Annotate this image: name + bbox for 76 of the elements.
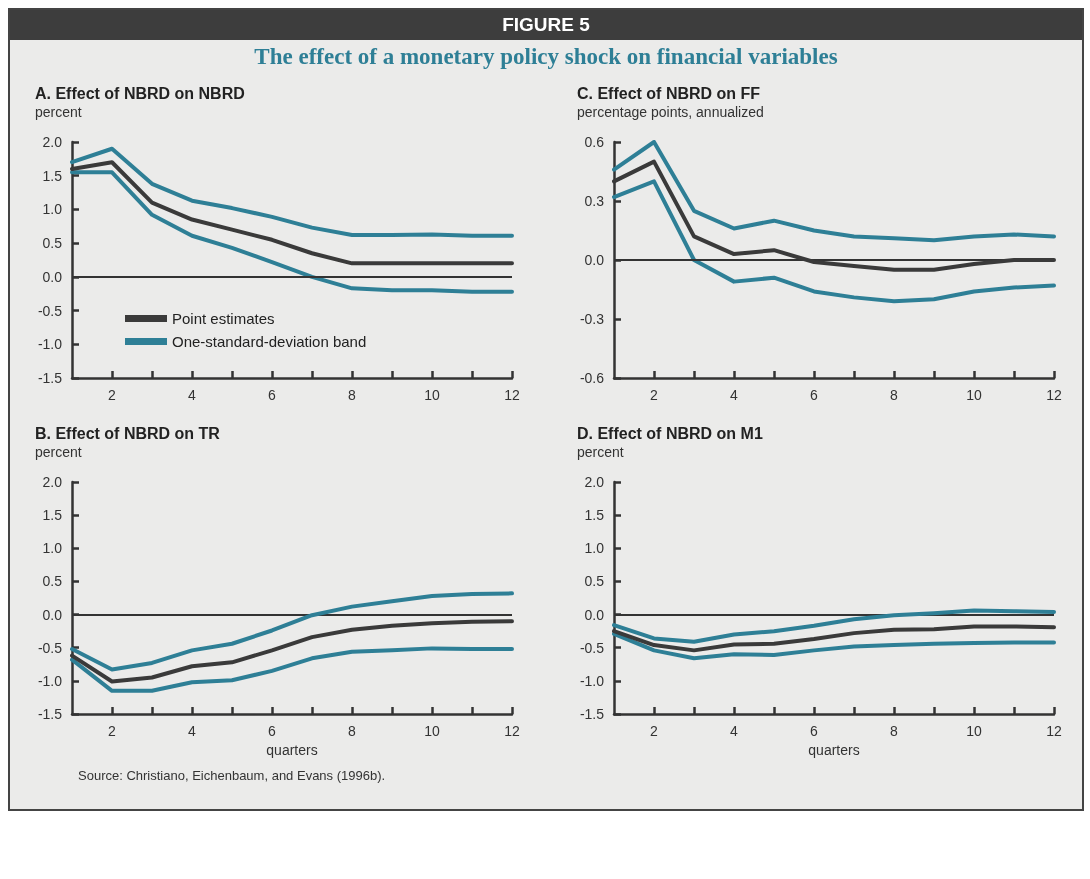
y-tick-label: 1.5 (584, 507, 605, 524)
y-tick-label: 0.0 (42, 606, 63, 623)
y-axis-title: percent (35, 444, 82, 460)
y-tick-label: 2.0 (42, 474, 63, 490)
line-series (70, 146, 514, 238)
x-tick-label: 10 (966, 387, 982, 403)
line-series (612, 140, 1056, 243)
y-tick-label: 1.0 (584, 540, 605, 557)
line-series (612, 631, 1056, 661)
y-tick-label: -1.0 (37, 672, 63, 689)
chart-title: A. Effect of NBRD on NBRD (35, 84, 245, 102)
y-tick-label: 1.5 (42, 167, 63, 184)
y-tick-label: 0.0 (584, 606, 605, 623)
chart-title: D. Effect of NBRD on M1 (577, 424, 763, 442)
x-tick-label: 8 (890, 723, 899, 739)
y-axis-title: percent (577, 444, 624, 460)
x-tick-label: 10 (966, 723, 982, 739)
x-tick-label: 2 (108, 723, 117, 739)
source-note: Source: Christiano, Eichenbaum, and Evans (1996b). (77, 767, 387, 785)
x-tick-label: 8 (348, 723, 357, 739)
y-tick-label: 0.5 (584, 573, 605, 590)
x-axis-title: quarters (266, 741, 318, 758)
y-tick-label: -1.5 (579, 706, 605, 722)
y-tick-label: 0.0 (42, 268, 63, 285)
chart-title: B. Effect of NBRD on TR (35, 424, 221, 442)
x-tick-label: 2 (108, 387, 117, 403)
y-tick-label: -1.5 (37, 370, 63, 386)
y-tick-label: -0.6 (579, 370, 605, 386)
y-tick-label: -0.5 (579, 639, 605, 656)
y-tick-label: -0.3 (579, 311, 605, 327)
x-tick-label: 8 (348, 387, 357, 403)
legend-label: One-standard-deviation band (172, 333, 367, 350)
x-tick-label: 12 (504, 387, 520, 403)
y-tick-label: -1.0 (579, 672, 605, 689)
x-tick-label: 12 (1046, 723, 1062, 739)
x-tick-label: 4 (188, 387, 197, 403)
y-tick-label: -0.5 (37, 302, 63, 319)
line-series (70, 170, 514, 294)
y-tick-label: -1.5 (37, 706, 63, 722)
line-series (70, 591, 514, 672)
y-tick-label: 1.0 (42, 540, 63, 557)
x-tick-label: 6 (268, 387, 277, 403)
x-tick-label: 10 (424, 723, 440, 739)
y-tick-label: 0.3 (584, 193, 605, 209)
y-tick-label: 2.0 (42, 134, 63, 150)
x-tick-label: 4 (730, 387, 739, 403)
y-axis-title: percentage points, annualized (577, 104, 764, 120)
line-series (612, 179, 1056, 304)
text: The effect of a monetary policy shock on financial variables (253, 43, 839, 71)
y-tick-label: 2.0 (584, 474, 605, 490)
x-tick-label: 12 (1046, 387, 1062, 403)
x-tick-label: 2 (650, 387, 659, 403)
caption: FIGURE 5 (10, 10, 1082, 40)
x-tick-label: 2 (650, 723, 659, 739)
legend-label: Point estimates (172, 310, 275, 327)
x-tick-label: 6 (810, 723, 819, 739)
x-tick-label: 6 (268, 723, 277, 739)
y-tick-label: 0.6 (584, 134, 605, 150)
x-axis-title: quarters (808, 741, 860, 758)
line-series (612, 608, 1056, 644)
x-tick-label: 8 (890, 387, 899, 403)
y-tick-label: 1.5 (42, 507, 63, 524)
y-tick-label: -1.0 (37, 336, 63, 353)
y-tick-label: 0.0 (584, 252, 605, 268)
chart-title: C. Effect of NBRD on FF (577, 84, 761, 102)
x-tick-label: 6 (810, 387, 819, 403)
y-axis-title: percent (35, 104, 82, 120)
y-tick-label: 0.5 (42, 573, 63, 590)
x-tick-label: 4 (730, 723, 739, 739)
x-tick-label: 12 (504, 723, 520, 739)
line-series (70, 646, 514, 693)
x-tick-label: 10 (424, 387, 440, 403)
y-tick-label: 1.0 (42, 201, 63, 218)
y-tick-label: 0.5 (42, 235, 63, 252)
x-tick-label: 4 (188, 723, 197, 739)
y-tick-label: -0.5 (37, 639, 63, 656)
